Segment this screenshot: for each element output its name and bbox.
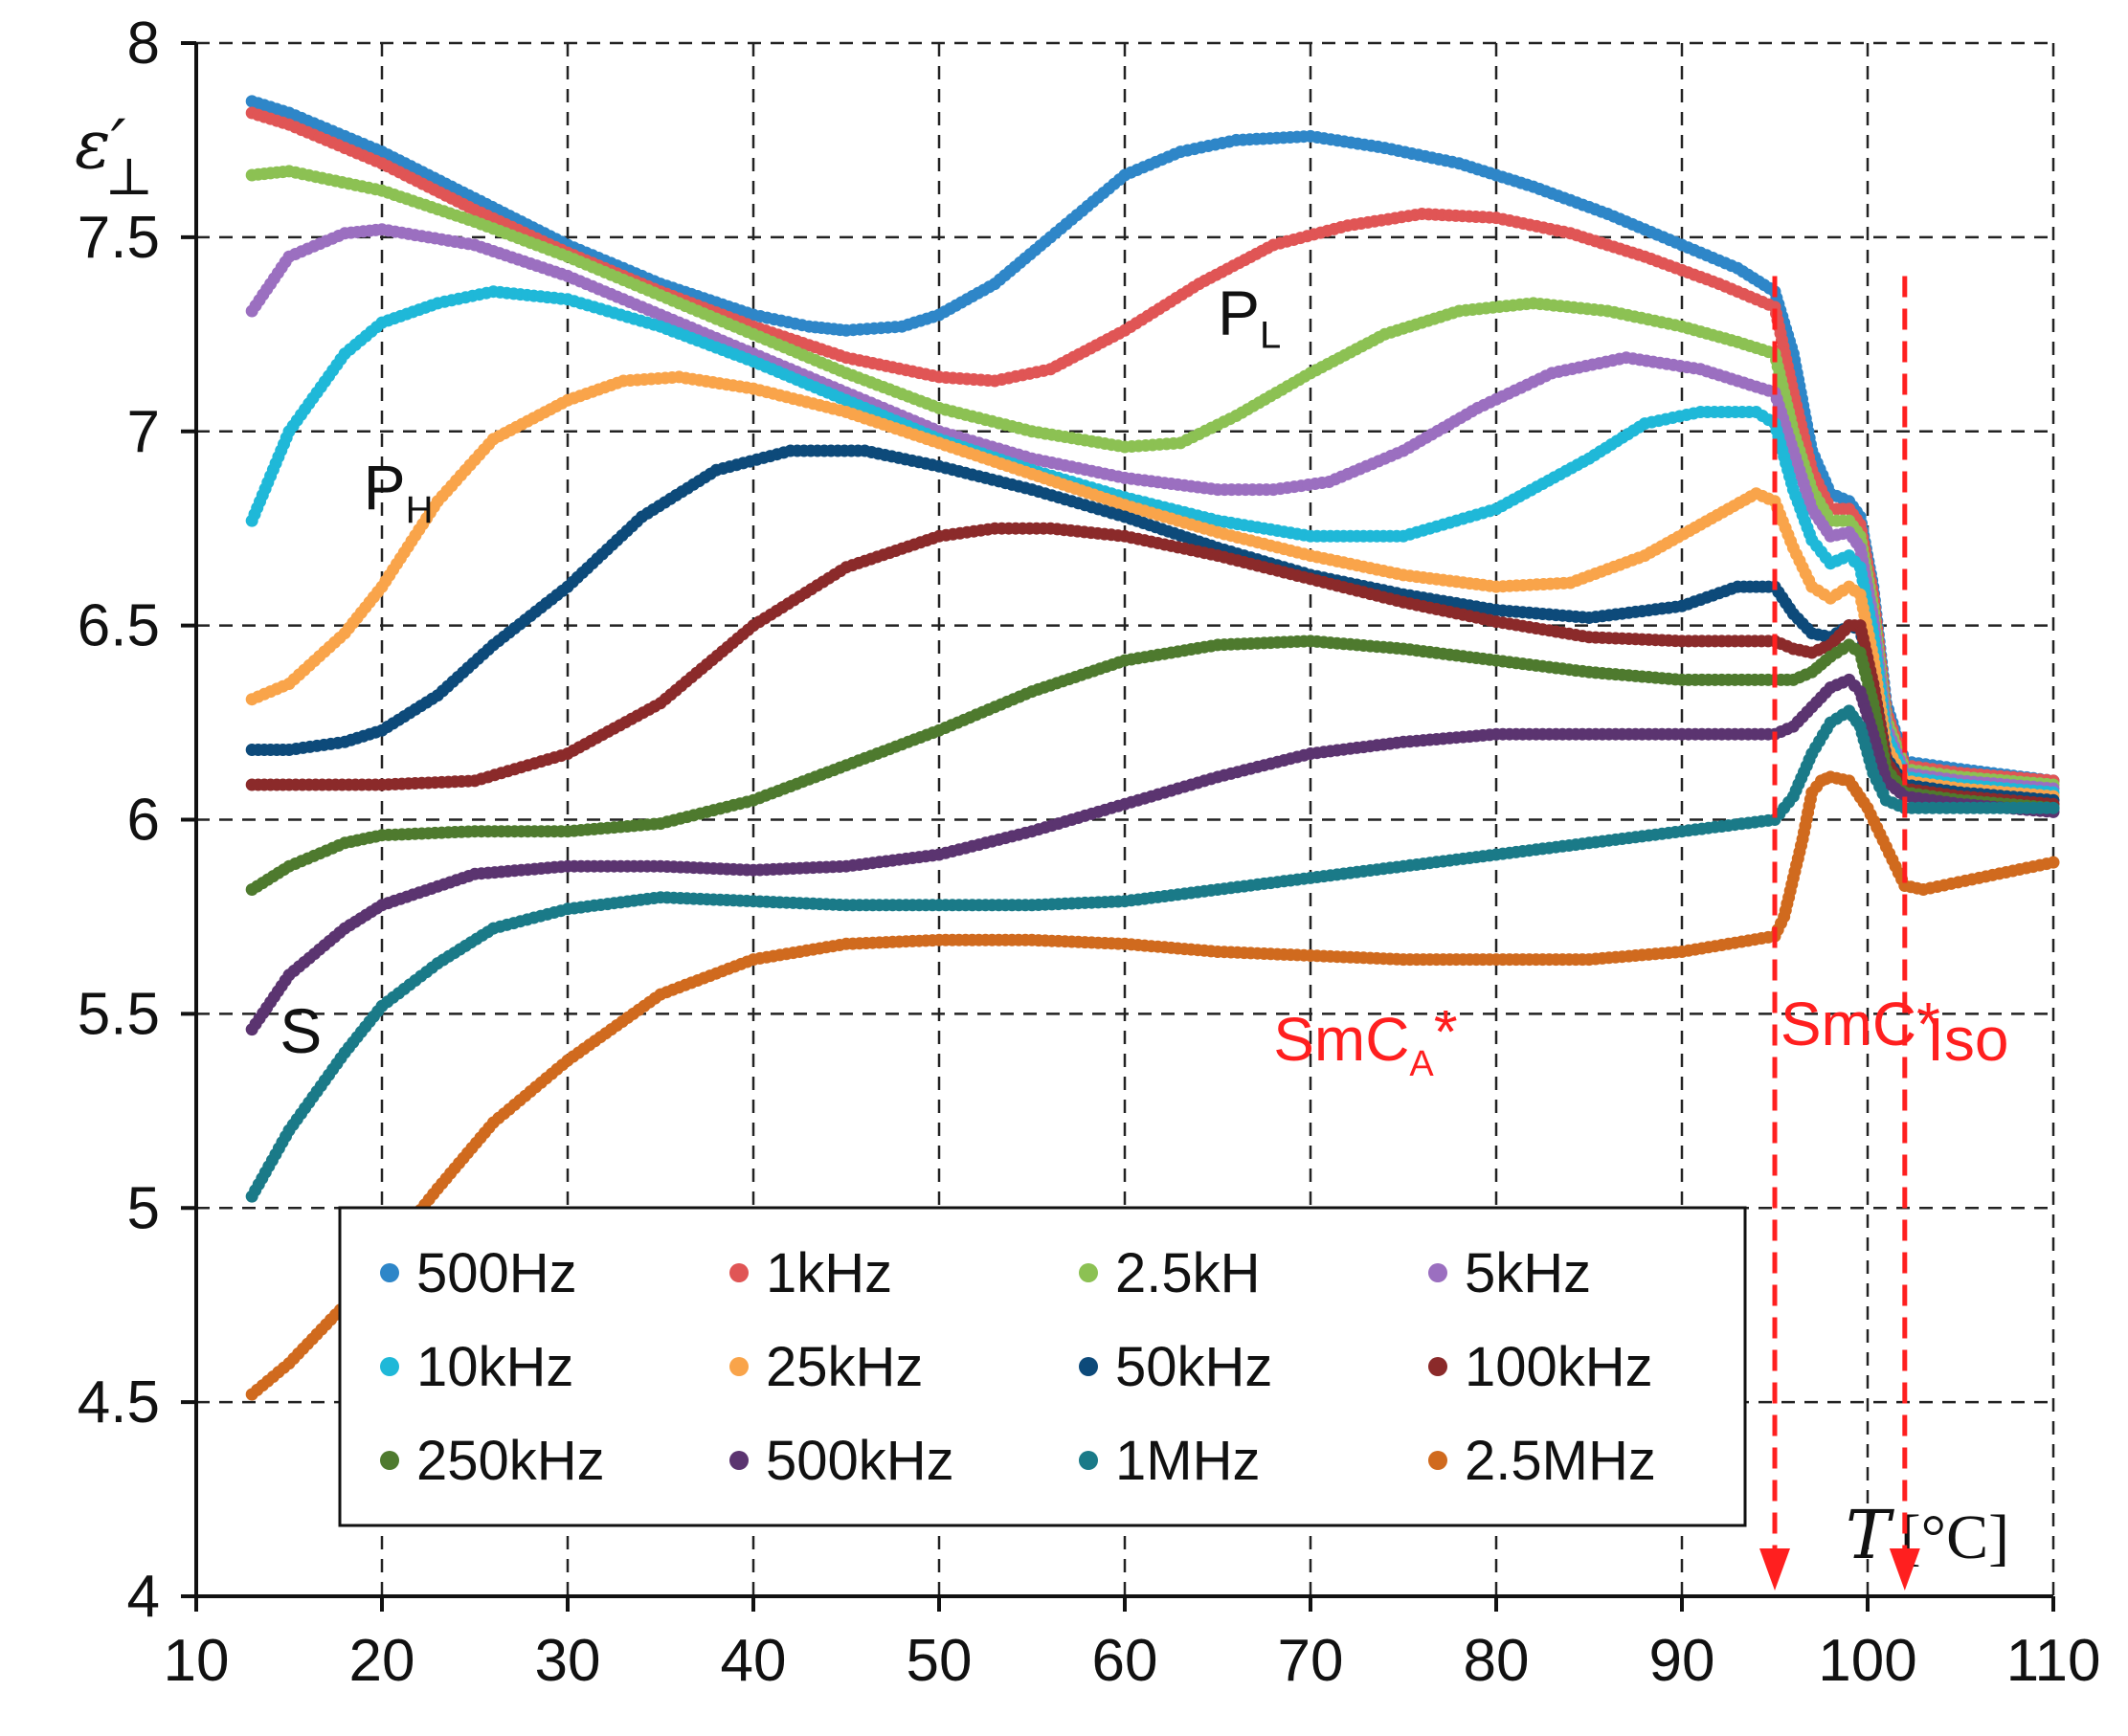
legend-marker bbox=[729, 1357, 749, 1376]
arrow-head bbox=[1759, 1548, 1790, 1591]
legend-marker bbox=[1079, 1263, 1098, 1282]
legend-marker bbox=[1428, 1451, 1447, 1470]
legend-label: 2.5kH bbox=[1115, 1242, 1261, 1304]
y-tick-label: 7 bbox=[127, 399, 160, 465]
x-tick-label: 20 bbox=[349, 1628, 415, 1694]
legend-label: 500Hz bbox=[416, 1242, 577, 1304]
legend-marker bbox=[380, 1263, 399, 1282]
phase-label: Iso bbox=[1927, 1005, 2008, 1074]
x-tick-label: 90 bbox=[1649, 1628, 1715, 1694]
series-1MHz bbox=[245, 704, 2060, 1203]
y-tick-label: 4 bbox=[127, 1564, 160, 1630]
y-tick-label: 8 bbox=[127, 11, 160, 77]
legend-marker bbox=[380, 1357, 399, 1376]
legend-label: 5kHz bbox=[1465, 1242, 1591, 1304]
legend-label: 50kHz bbox=[1115, 1336, 1272, 1398]
series-100kHz bbox=[245, 522, 2060, 811]
phase-transitions bbox=[1759, 276, 1920, 1591]
legend-label: 100kHz bbox=[1465, 1336, 1653, 1398]
series-25kHz bbox=[245, 370, 2060, 803]
series-layer bbox=[245, 95, 2060, 1401]
x-tick-label: 80 bbox=[1464, 1628, 1530, 1694]
annotation-layer: PL PH S SmCA* SmC*Iso bbox=[280, 277, 2008, 1084]
series-500Hz bbox=[245, 95, 2060, 788]
phase-label: SmCA* bbox=[1273, 997, 1457, 1084]
legend-label: 10kHz bbox=[416, 1336, 573, 1398]
legend-item: 100kHz bbox=[1428, 1336, 1653, 1398]
y-tick-label: 7.5 bbox=[78, 205, 160, 271]
y-tick-label: 6 bbox=[127, 788, 160, 854]
legend-item: 25kHz bbox=[729, 1336, 923, 1398]
legend-marker bbox=[729, 1263, 749, 1282]
legend-label: 250kHz bbox=[416, 1430, 605, 1492]
legend-marker bbox=[1079, 1357, 1098, 1376]
legend-label: 2.5MHz bbox=[1465, 1430, 1656, 1492]
x-tick-label: 40 bbox=[721, 1628, 787, 1694]
x-tick-label: 30 bbox=[535, 1628, 601, 1694]
legend-item: 250kHz bbox=[380, 1430, 605, 1492]
data-point bbox=[2047, 801, 2060, 814]
legend-label: 500kHz bbox=[766, 1430, 954, 1492]
y-tick-label: 5 bbox=[127, 1175, 160, 1241]
legend-item: 500kHz bbox=[729, 1430, 954, 1492]
legend-marker bbox=[1428, 1357, 1447, 1376]
x-tick-label: 50 bbox=[907, 1628, 973, 1694]
y-tick-label: 6.5 bbox=[78, 593, 160, 659]
legend-marker bbox=[1428, 1263, 1447, 1282]
y-tick-label: 4.5 bbox=[78, 1369, 160, 1436]
legend-item: 50kHz bbox=[1079, 1336, 1272, 1398]
legend-label: 25kHz bbox=[766, 1336, 923, 1398]
legend-item: 1MHz bbox=[1079, 1430, 1260, 1492]
legend-marker bbox=[380, 1451, 399, 1470]
x-tick-label: 100 bbox=[1818, 1628, 1916, 1694]
annotation-PH: PH bbox=[364, 452, 434, 531]
legend-marker bbox=[729, 1451, 749, 1470]
x-axis-label: T [°C] bbox=[1846, 1496, 2009, 1574]
axes: 10 20 30 40 50 60 70 80 90 100 110 4 4.5 5 5.5 6 6.5 7 7.5… bbox=[75, 11, 2100, 1694]
legend-label: 1MHz bbox=[1115, 1430, 1260, 1492]
annotation-S: S bbox=[280, 995, 322, 1066]
legend-item: 500Hz bbox=[380, 1242, 577, 1304]
legend-marker bbox=[1079, 1451, 1098, 1470]
arrow-head bbox=[1889, 1548, 1920, 1591]
data-point bbox=[2047, 856, 2060, 869]
legend-item: 2.5MHz bbox=[1428, 1430, 1656, 1492]
annotation-PL: PL bbox=[1218, 277, 1281, 356]
series-500kHz bbox=[245, 673, 2060, 1036]
y-axis-label: ε′⊥ bbox=[75, 105, 153, 207]
legend-item: 2.5kH bbox=[1079, 1242, 1261, 1304]
legend-item: 5kHz bbox=[1428, 1242, 1591, 1304]
legend-item: 1kHz bbox=[729, 1242, 892, 1304]
series-5kHz bbox=[245, 223, 2060, 795]
legend-label: 1kHz bbox=[766, 1242, 892, 1304]
legend-box bbox=[338, 1206, 1747, 1527]
x-tick-label: 110 bbox=[2006, 1628, 2101, 1694]
x-tick-label: 60 bbox=[1092, 1628, 1158, 1694]
legend: 500Hz 1kHz 2.5kH 5kHz 10kHz 25kHz 50kHz 100kHz 2… bbox=[338, 1206, 1747, 1527]
phase-label: SmC* bbox=[1781, 990, 1940, 1058]
legend-item: 10kHz bbox=[380, 1336, 573, 1398]
y-tick-label: 5.5 bbox=[78, 981, 160, 1047]
x-tick-label: 70 bbox=[1278, 1628, 1344, 1694]
x-tick-label: 10 bbox=[164, 1628, 230, 1694]
series-250kHz bbox=[245, 634, 2060, 896]
